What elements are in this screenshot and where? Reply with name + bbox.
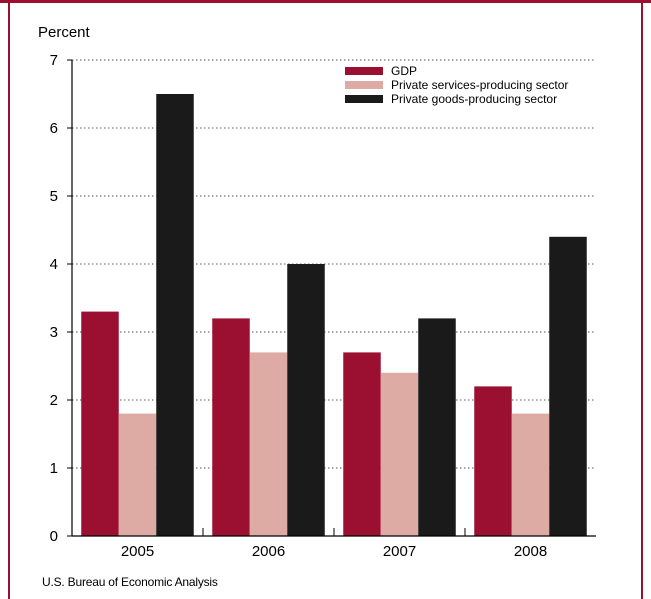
bar-2007-0	[343, 352, 381, 536]
y-tick-label: 2	[50, 392, 58, 409]
legend-label: Private services-producing sector	[391, 78, 568, 92]
y-tick-label: 6	[50, 120, 58, 137]
chart-frame	[8, 0, 643, 599]
y-tick-label: 5	[50, 188, 58, 205]
bars	[81, 94, 587, 537]
axes	[67, 59, 596, 537]
y-tick-label: 3	[50, 324, 58, 341]
bar-2008-2	[549, 236, 587, 537]
legend-swatch	[345, 67, 383, 75]
bar-2008-1	[511, 413, 550, 536]
y-tick-label: 7	[50, 52, 58, 69]
legend-swatch	[345, 81, 383, 89]
x-tick-label: 2008	[514, 543, 547, 560]
legend-swatch	[345, 95, 383, 103]
bar-2006-2	[287, 264, 325, 536]
legend-label: GDP	[391, 64, 417, 78]
bar-2006-1	[249, 352, 288, 536]
bar-2007-1	[380, 372, 419, 536]
x-tick-labels: 2005 2006 2007 2008	[121, 543, 547, 560]
y-axis-label: Percent	[38, 24, 91, 41]
bar-2005-0	[81, 311, 119, 536]
bar-2008-0	[474, 386, 512, 536]
gridlines	[72, 59, 596, 469]
y-tick-label: 4	[50, 256, 58, 273]
y-tick-label: 1	[50, 460, 58, 477]
bar-2005-2	[156, 94, 194, 536]
bar-2006-0	[212, 318, 250, 536]
source-note: U.S. Bureau of Economic Analysis	[42, 575, 218, 589]
y-tick-labels: 0 1 2 3 4 5 6 7	[50, 52, 58, 545]
y-tick-label: 0	[50, 528, 58, 545]
bar-2005-1	[118, 413, 157, 536]
x-tick-label: 2006	[252, 543, 285, 560]
x-tick-label: 2007	[383, 543, 416, 560]
bar-2007-2	[418, 318, 456, 536]
top-border	[0, 0, 651, 3]
legend-label: Private goods-producing sector	[391, 92, 557, 106]
x-tick-label: 2005	[121, 543, 154, 560]
